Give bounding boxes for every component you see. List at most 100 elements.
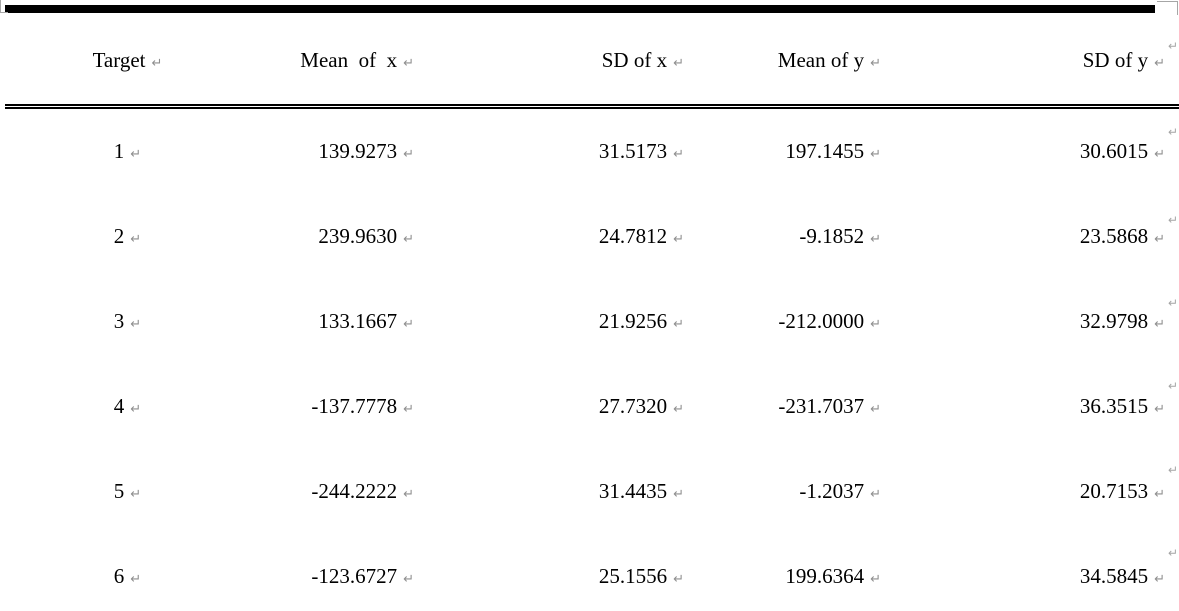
cell-value: 31.5173 bbox=[598, 139, 668, 163]
cell-value: -1.2037 bbox=[799, 479, 865, 503]
cell-end-mark-icon: ↵ bbox=[403, 146, 414, 161]
cell-value: 1 bbox=[113, 139, 125, 163]
cell-end-mark-icon: ↵ bbox=[673, 571, 684, 586]
end-of-row-mark-icon: ↵ bbox=[1167, 296, 1178, 310]
cell-end-mark-icon: ↵ bbox=[1154, 571, 1165, 586]
cell-value: -123.6727 bbox=[311, 564, 398, 588]
cell-value: 25.1556 bbox=[598, 564, 668, 588]
end-of-row-mark-icon: ↵ bbox=[1167, 125, 1178, 139]
table-cell: 4 ↵ bbox=[5, 364, 250, 449]
cell-end-mark-icon: ↵ bbox=[673, 401, 684, 416]
cell-end-mark-icon: ↵ bbox=[673, 231, 684, 246]
cell-value: 5 bbox=[113, 479, 125, 503]
cell-value: 31.4435 bbox=[598, 479, 668, 503]
table-cell: 36.3515 ↵ bbox=[890, 364, 1179, 449]
cell-value: 6 bbox=[113, 564, 125, 588]
cell-end-mark-icon: ↵ bbox=[870, 231, 881, 246]
header-row: Target ↵ Mean of x ↵ SD of x ↵ Mean of y ↵ S… bbox=[5, 5, 1179, 109]
column-header-sd-x: SD of x ↵ bbox=[415, 5, 695, 109]
cell-end-mark-icon: ↵ bbox=[870, 316, 881, 331]
table-cell: 31.5173 ↵ bbox=[415, 107, 695, 195]
cell-end-mark-icon: ↵ bbox=[403, 54, 414, 70]
table-cell: 6 ↵ bbox=[5, 534, 250, 611]
cell-value: 36.3515 bbox=[1079, 394, 1149, 418]
cell-value: 239.9630 bbox=[318, 224, 398, 248]
column-header-label: SD of y bbox=[1082, 47, 1149, 72]
table-cell: 2 ↵ bbox=[5, 194, 250, 279]
cell-value: 133.1667 bbox=[318, 309, 398, 333]
column-header-label: Mean of x bbox=[300, 47, 398, 72]
column-header-mean-x: Mean of x ↵ bbox=[250, 5, 415, 109]
cell-end-mark-icon: ↵ bbox=[130, 486, 142, 501]
table-cell: -123.6727 ↵ bbox=[250, 534, 415, 611]
cell-end-mark-icon: ↵ bbox=[130, 146, 142, 161]
cell-value: 23.5868 bbox=[1079, 224, 1149, 248]
cell-value: 139.9273 bbox=[318, 139, 398, 163]
column-header-target: Target ↵ bbox=[5, 5, 250, 109]
cell-end-mark-icon: ↵ bbox=[1154, 231, 1165, 246]
cell-end-mark-icon: ↵ bbox=[673, 54, 684, 70]
cell-end-mark-icon: ↵ bbox=[870, 486, 881, 501]
table-cell: -212.0000 ↵ bbox=[695, 279, 890, 364]
cell-value: 20.7153 bbox=[1079, 479, 1149, 503]
column-header-mean-y: Mean of y ↵ bbox=[695, 5, 890, 109]
table-cell: -137.7778 ↵ bbox=[250, 364, 415, 449]
cell-end-mark-icon: ↵ bbox=[130, 401, 142, 416]
table-cell: 139.9273 ↵ bbox=[250, 107, 415, 195]
cell-end-mark-icon: ↵ bbox=[673, 486, 684, 501]
table-row: 2 ↵ 239.9630 ↵ 24.7812 ↵ -9.1852 ↵ 23.5868 ↵ bbox=[5, 194, 1179, 279]
table-cell: 30.6015 ↵ bbox=[890, 107, 1179, 195]
cell-value: 30.6015 bbox=[1079, 139, 1149, 163]
cell-value: -212.0000 bbox=[778, 309, 865, 333]
table-row: 1 ↵ 139.9273 ↵ 31.5173 ↵ 197.1455 ↵ 30.6015 ↵ bbox=[5, 107, 1179, 195]
cell-value: 3 bbox=[113, 309, 125, 333]
cell-end-mark-icon: ↵ bbox=[403, 486, 414, 501]
cell-end-mark-icon: ↵ bbox=[870, 571, 881, 586]
cell-value: 32.9798 bbox=[1079, 309, 1149, 333]
cell-end-mark-icon: ↵ bbox=[673, 146, 684, 161]
cell-end-mark-icon: ↵ bbox=[1154, 316, 1165, 331]
table-cell: 3 ↵ bbox=[5, 279, 250, 364]
cell-value: -244.2222 bbox=[311, 479, 398, 503]
end-of-row-mark-icon: ↵ bbox=[1167, 379, 1178, 393]
table-row: 6 ↵ -123.6727 ↵ 25.1556 ↵ 199.6364 ↵ 34.5845 ↵ bbox=[5, 534, 1179, 611]
cell-end-mark-icon: ↵ bbox=[403, 316, 414, 331]
statistics-table: Target ↵ Mean of x ↵ SD of x ↵ Mean of y ↵ S… bbox=[5, 5, 1179, 611]
cell-end-mark-icon: ↵ bbox=[130, 571, 142, 586]
column-header-sd-y: SD of y ↵ bbox=[890, 5, 1179, 109]
cell-end-mark-icon: ↵ bbox=[1154, 146, 1165, 161]
cell-end-mark-icon: ↵ bbox=[1154, 401, 1165, 416]
column-header-label: Target bbox=[92, 47, 146, 72]
cell-end-mark-icon: ↵ bbox=[1154, 486, 1165, 501]
table-cell: -1.2037 ↵ bbox=[695, 449, 890, 534]
cell-end-mark-icon: ↵ bbox=[403, 231, 414, 246]
cell-end-mark-icon: ↵ bbox=[1154, 54, 1165, 70]
end-of-row-mark-icon: ↵ bbox=[1167, 39, 1178, 53]
table-cell: 32.9798 ↵ bbox=[890, 279, 1179, 364]
cell-value: 21.9256 bbox=[598, 309, 668, 333]
table-cell: 239.9630 ↵ bbox=[250, 194, 415, 279]
table-cell: 34.5845 ↵ bbox=[890, 534, 1179, 611]
table-cell: 31.4435 ↵ bbox=[415, 449, 695, 534]
table-cell: -231.7037 ↵ bbox=[695, 364, 890, 449]
cell-value: 2 bbox=[113, 224, 125, 248]
table-cell: 21.9256 ↵ bbox=[415, 279, 695, 364]
cell-end-mark-icon: ↵ bbox=[403, 401, 414, 416]
cell-value: -137.7778 bbox=[311, 394, 398, 418]
cell-value: 27.7320 bbox=[598, 394, 668, 418]
table-row: 5 ↵ -244.2222 ↵ 31.4435 ↵ -1.2037 ↵ 20.7153 ↵ bbox=[5, 449, 1179, 534]
table-cell: 25.1556 ↵ bbox=[415, 534, 695, 611]
cell-value: 4 bbox=[113, 394, 125, 418]
cell-end-mark-icon: ↵ bbox=[151, 54, 163, 70]
table-cell: -9.1852 ↵ bbox=[695, 194, 890, 279]
end-of-row-mark-icon: ↵ bbox=[1167, 213, 1178, 227]
cell-end-mark-icon: ↵ bbox=[870, 146, 881, 161]
column-header-label: SD of x bbox=[601, 47, 668, 72]
cell-end-mark-icon: ↵ bbox=[870, 401, 881, 416]
cell-end-mark-icon: ↵ bbox=[130, 316, 142, 331]
table-body: 1 ↵ 139.9273 ↵ 31.5173 ↵ 197.1455 ↵ 30.6015 ↵ 2 ↵ 23… bbox=[5, 107, 1179, 611]
table-cell: 5 ↵ bbox=[5, 449, 250, 534]
cell-end-mark-icon: ↵ bbox=[870, 54, 881, 70]
cell-end-mark-icon: ↵ bbox=[673, 316, 684, 331]
